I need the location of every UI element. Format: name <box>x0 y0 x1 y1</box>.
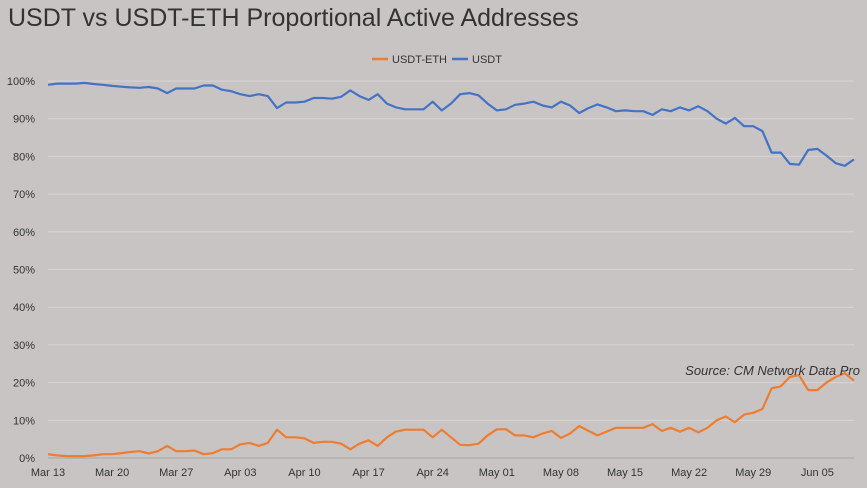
legend-label: USDT <box>472 54 502 66</box>
y-tick-label: 50% <box>13 265 35 277</box>
series-line-usdt-eth <box>47 372 855 458</box>
x-tick-label: Mar 20 <box>95 467 129 479</box>
gridlines <box>48 80 854 459</box>
y-tick-label: 70% <box>13 189 35 201</box>
x-axis-labels: Mar 13 Mar 20 Mar 27 Apr 03 Apr 10 Apr 17 Apr … <box>31 467 834 479</box>
legend-label: USDT-ETH <box>392 54 447 66</box>
y-tick-label: 0% <box>19 453 35 465</box>
series-lines <box>47 81 855 458</box>
x-tick-label: May 08 <box>543 467 579 479</box>
x-tick-label: May 15 <box>607 467 643 479</box>
legend: USDT-ETH USDT <box>372 54 502 66</box>
y-tick-label: 10% <box>13 415 35 427</box>
y-tick-label: 20% <box>13 378 35 390</box>
x-tick-label: Apr 10 <box>288 467 320 479</box>
x-tick-label: May 29 <box>735 467 771 479</box>
y-tick-label: 90% <box>13 114 35 126</box>
y-tick-label: 30% <box>13 340 35 352</box>
x-tick-label: Apr 24 <box>416 467 448 479</box>
series-line-usdt <box>47 81 855 167</box>
x-tick-label: Jun 05 <box>801 467 834 479</box>
y-tick-label: 80% <box>13 151 35 163</box>
y-axis-labels: 0% 10% 20% 30% 40% 50% 60% 70% 80% 90% 100% <box>7 76 35 465</box>
x-tick-label: May 01 <box>479 467 515 479</box>
y-tick-label: 40% <box>13 302 35 314</box>
y-tick-label: 60% <box>13 227 35 239</box>
x-tick-label: May 22 <box>671 467 707 479</box>
chart-title: USDT vs USDT-ETH Proportional Active Add… <box>8 4 579 32</box>
y-tick-label: 100% <box>7 76 35 88</box>
x-tick-label: Apr 03 <box>224 467 256 479</box>
x-tick-label: Mar 13 <box>31 467 65 479</box>
x-tick-label: Apr 17 <box>352 467 384 479</box>
x-tick-label: Mar 27 <box>159 467 193 479</box>
source-note: Source: CM Network Data Pro <box>685 363 860 378</box>
